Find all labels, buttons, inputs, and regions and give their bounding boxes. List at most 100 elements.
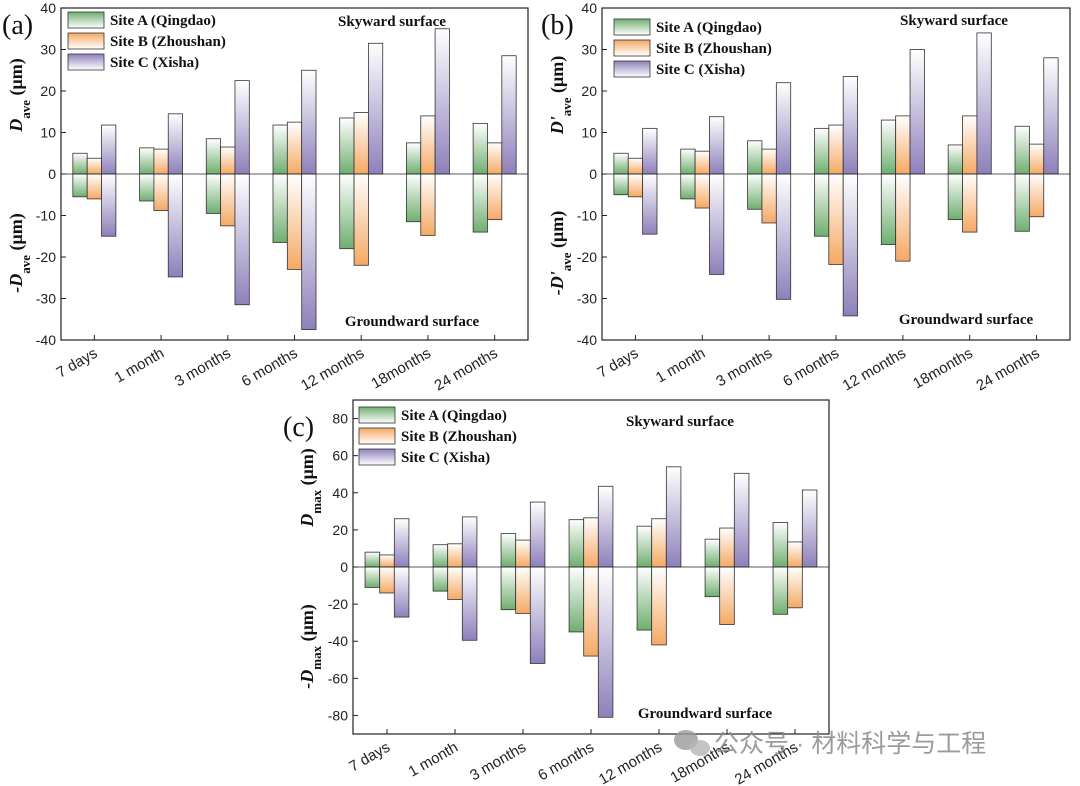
y-tick-label: 0 — [589, 166, 597, 182]
x-tick-label: 1 month — [406, 739, 461, 781]
bar-skyward-1-1 — [613, 152, 629, 175]
bar-groundward-2-4 — [286, 173, 303, 270]
bar-skyward-2-2 — [447, 543, 463, 568]
x-tick-label: 3 months — [713, 345, 775, 391]
bar-groundward-1-4 — [568, 566, 585, 633]
bar-skyward-3-7 — [501, 55, 517, 175]
legend-label: Site C (Xisha) — [110, 55, 199, 71]
bar-skyward-2-1 — [627, 157, 644, 175]
panel-label: (a) — [2, 10, 33, 41]
bar-skyward-1-3 — [500, 533, 517, 568]
bar-skyward-1-5 — [339, 117, 355, 175]
y-tick-label: 0 — [340, 559, 348, 575]
bar-groundward-2-2 — [153, 173, 169, 211]
x-tick-label: 1 month — [112, 345, 167, 387]
bar-skyward-3-7 — [801, 489, 818, 568]
bar-skyward-1-3 — [747, 140, 763, 175]
bar-skyward-3-3 — [234, 80, 250, 175]
bar-skyward-2-4 — [583, 517, 599, 568]
x-tick-label: 12 months — [596, 739, 665, 786]
legend-label: Site C (Xisha) — [656, 62, 745, 78]
x-tick-label: 18months — [368, 345, 434, 393]
y-tick-label: 20 — [40, 83, 56, 99]
bar-skyward-1-6 — [947, 144, 963, 175]
bar-skyward-3-6 — [976, 32, 992, 175]
y-tick-label: 20 — [332, 522, 348, 538]
bar-groundward-1-2 — [680, 173, 696, 200]
bar-skyward-2-2 — [153, 148, 169, 175]
y-axis-title-skyward: D'ave (μm) — [547, 56, 574, 135]
bar-groundward-1-1 — [613, 173, 629, 196]
bar-groundward-1-4 — [272, 173, 288, 243]
x-tick-label: 24 months — [973, 345, 1042, 395]
x-tick-label: 3 months — [467, 739, 529, 785]
bar-groundward-3-2 — [461, 566, 478, 641]
bar-skyward-1-4 — [272, 124, 288, 175]
bar-groundward-2-7 — [787, 566, 803, 609]
bar-skyward-3-6 — [434, 28, 450, 175]
x-tick-label: 1 month — [653, 345, 708, 387]
chart-panel-3: -80 -60 -40 -20 0 20 40 60 80 7 days 1 month 3 mont… — [283, 399, 830, 786]
bar-skyward-3-2 — [461, 516, 478, 568]
y-tick-label: -10 — [577, 208, 597, 224]
bar-groundward-2-3 — [220, 173, 236, 227]
x-tick-label: 6 months — [239, 345, 301, 391]
x-tick-label: 12 months — [298, 345, 367, 395]
y-axis-title-groundward: -Dmax (μm) — [297, 604, 324, 689]
y-tick-label: -40 — [577, 332, 597, 348]
y-tick-label: 0 — [48, 166, 56, 182]
x-tick-label: 6 months — [780, 345, 842, 391]
bar-skyward-1-2 — [432, 544, 449, 568]
bar-groundward-2-3 — [761, 173, 777, 224]
y-axis-title-groundward: -D'ave (μm) — [547, 211, 574, 295]
bar-skyward-3-2 — [709, 116, 725, 175]
bar-groundward-2-4 — [583, 566, 599, 657]
legend-swatch — [613, 39, 651, 57]
bar-groundward-3-1 — [101, 173, 117, 237]
bar-groundward-1-2 — [432, 566, 449, 592]
bar-skyward-1-5 — [880, 119, 897, 175]
bar-skyward-3-5 — [665, 466, 682, 568]
legend-swatch — [358, 406, 396, 424]
annotation-skyward: Skyward surface — [626, 414, 734, 430]
bar-skyward-1-7 — [472, 122, 488, 175]
x-tick-label: 3 months — [172, 345, 234, 391]
bar-skyward-2-4 — [286, 121, 303, 175]
bar-groundward-1-5 — [636, 566, 653, 631]
x-tick-label: 12 months — [840, 345, 909, 395]
bar-groundward-2-3 — [515, 566, 531, 614]
y-tick-label: -20 — [36, 249, 56, 265]
bar-groundward-1-6 — [704, 566, 721, 598]
legend-swatch — [358, 448, 396, 466]
bar-skyward-2-7 — [1028, 143, 1045, 175]
bar-skyward-1-1 — [72, 152, 88, 175]
bar-skyward-3-2 — [167, 113, 183, 175]
bar-skyward-3-3 — [529, 501, 546, 568]
bar-skyward-3-1 — [393, 518, 410, 568]
y-tick-label: 30 — [581, 42, 597, 58]
legend-swatch — [67, 32, 105, 50]
bar-groundward-1-7 — [772, 566, 789, 615]
annotation-groundward: Groundward surface — [899, 312, 1034, 328]
bar-skyward-3-5 — [367, 42, 384, 175]
y-tick-label: -30 — [36, 291, 56, 307]
bar-skyward-2-5 — [651, 518, 667, 568]
x-tick-label: 18months — [910, 345, 976, 393]
bar-groundward-2-1 — [379, 566, 395, 594]
watermark: 公众号 · 材料科学与工程 — [674, 730, 986, 758]
y-tick-label: 20 — [581, 83, 597, 99]
bar-skyward-2-3 — [220, 146, 236, 175]
bar-groundward-1-6 — [406, 173, 422, 223]
wechat-icon — [674, 730, 710, 756]
bar-groundward-3-4 — [301, 173, 317, 331]
bar-groundward-2-2 — [694, 173, 710, 209]
bar-groundward-1-6 — [947, 173, 963, 221]
bar-skyward-2-2 — [694, 150, 710, 175]
bar-groundward-2-7 — [1028, 173, 1045, 218]
bar-skyward-1-4 — [568, 519, 585, 568]
y-tick-label: 40 — [581, 0, 597, 16]
bar-groundward-3-3 — [775, 173, 792, 300]
legend-label: Site A (Qingdao) — [401, 408, 507, 424]
bar-groundward-3-1 — [393, 566, 410, 618]
bar-skyward-2-5 — [895, 115, 911, 175]
